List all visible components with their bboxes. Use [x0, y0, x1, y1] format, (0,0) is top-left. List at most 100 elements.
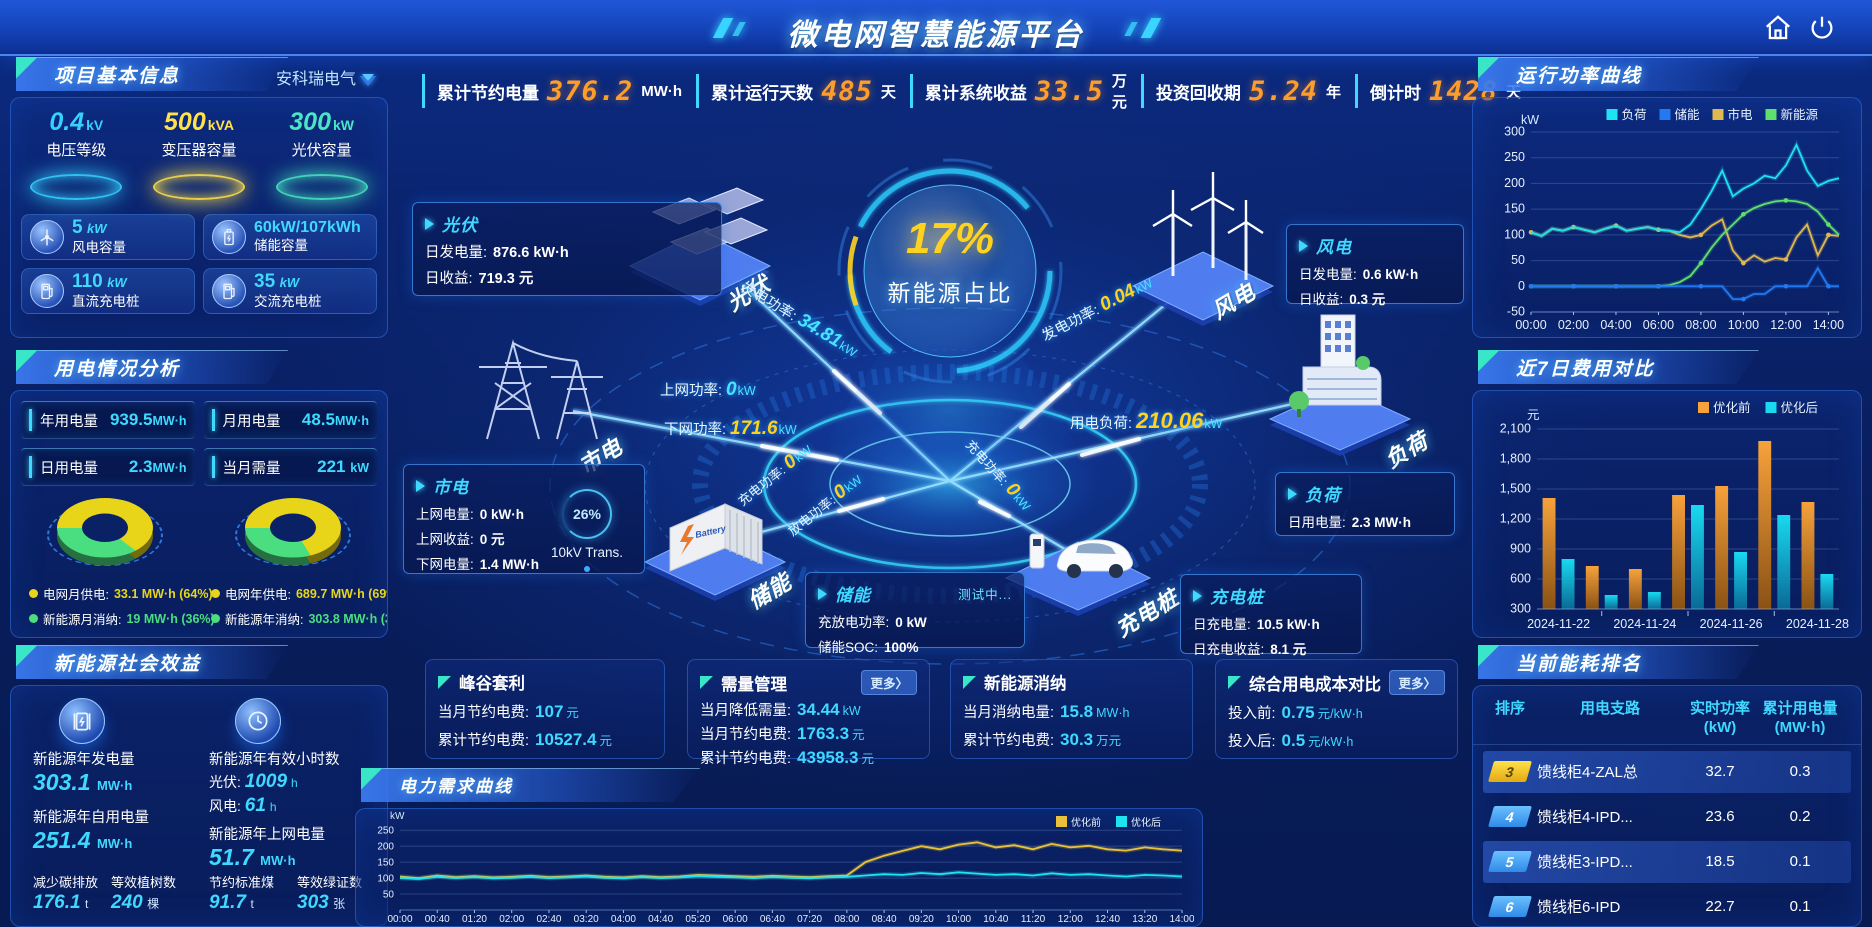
table-row[interactable]: 6 馈线柜6-IPD 22.7 0.1 [1483, 886, 1851, 927]
svg-text:150: 150 [1504, 202, 1525, 216]
table-row[interactable]: 5 馈线柜3-IPD... 18.5 0.1 [1483, 840, 1851, 883]
svg-text:2024-11-26: 2024-11-26 [1700, 617, 1763, 631]
cost-compare-title: 近7日费用对比 [1516, 359, 1655, 380]
svg-text:优化后: 优化后 [1131, 816, 1161, 829]
battery-container-icon: Battery [643, 503, 787, 601]
legend-item: 新能源月消纳: 19 MW·h (36%) [29, 609, 215, 628]
rank-badge: 4 [1487, 806, 1533, 827]
title-deco-left-icon [712, 18, 734, 38]
storage-status-text: 测试中... [958, 588, 1012, 602]
table-row[interactable]: 3 馈线柜4-ZAL总 32.7 0.3 [1483, 750, 1851, 793]
svg-text:kW: kW [390, 811, 405, 822]
kpi-bar: 累计节约电量 376.2 MW·h 累计运行天数 485 天 累计系统收益 33… [422, 68, 1521, 114]
table-row[interactable]: 4 馈线柜4-IPD... 23.6 0.2 [1483, 796, 1851, 838]
svg-text:10:00: 10:00 [946, 914, 971, 925]
svg-text:2024-11-28: 2024-11-28 [1786, 617, 1849, 631]
wind-info-box: 风电 日发电量: 0.6 kW·h 日收益: 0.3 元 [1286, 224, 1464, 307]
pedestal-glow-icon [152, 174, 245, 200]
company-select[interactable]: 安科瑞电气 [276, 65, 374, 89]
more-button[interactable]: 更多〉 [861, 670, 917, 695]
demand-curve-panel: 电力需求曲线 kW 250 200 150 100 50 00:00 00:40 01:20 02… [355, 768, 1203, 927]
svg-text:10:00: 10:00 [1728, 318, 1759, 332]
power-curve-title: 运行功率曲线 [1516, 66, 1643, 87]
svg-text:00:40: 00:40 [425, 914, 450, 925]
svg-text:2024-11-24: 2024-11-24 [1613, 617, 1676, 631]
legend-item: 电网年供电:689.7 MW·h (69%) [211, 584, 387, 603]
legend-item: 电网月供电: 33.1 MW·h (64%) [29, 584, 213, 603]
panel-header-strip [16, 57, 289, 91]
wind-node[interactable]: 风电 [1128, 156, 1278, 331]
svg-text:元: 元 [1527, 408, 1540, 422]
svg-text:200: 200 [1504, 176, 1525, 190]
svg-text:250: 250 [1504, 150, 1525, 164]
svg-text:kW: kW [1521, 113, 1539, 127]
svg-text:100: 100 [377, 874, 394, 885]
grid-node[interactable]: 市电 [465, 321, 627, 479]
day-usage-stat: 日用电量 2.3MW·h [21, 448, 195, 486]
arrow-right-icon [1288, 487, 1297, 500]
svg-text:12:00: 12:00 [1770, 318, 1801, 332]
svg-text:1,500: 1,500 [1500, 482, 1531, 496]
load-node[interactable]: 负荷 [1265, 301, 1433, 473]
svg-text:2,100: 2,100 [1500, 422, 1531, 436]
more-button[interactable]: 更多〉 [1389, 670, 1445, 695]
charger-node[interactable]: 充电桩 [1000, 496, 1183, 642]
arrow-right-icon [1299, 239, 1308, 252]
dc-charger-card: 110 kW 直流充电桩 [21, 268, 195, 314]
power-curve-panel: 运行功率曲线 kW 300 250 200 150 100 50 0 -50 00:00 02:00… [1472, 57, 1862, 338]
svg-text:05:20: 05:20 [685, 914, 710, 925]
cost-comparison-card: 综合用电成本对比 更多〉 投入前: 0.75 元/kW·h 投入后: 0.5 元/kW·… [1215, 659, 1458, 759]
grid-export-flow-label: 上网功率: 0kW [660, 379, 756, 400]
title-deco-right2-icon [1124, 22, 1138, 36]
kpi-payback-period: 投资回收期 5.24 年 [1140, 74, 1355, 108]
cost-compare-chart: 元 2,100 1,800 1,500 1,200 900 600 300 2024-11-22… [1485, 395, 1849, 633]
collapse-arrow-icon[interactable] [360, 76, 376, 86]
svg-text:50: 50 [1511, 253, 1525, 267]
capacity-cards: 5 kW 风电容量 60kW/107kWh 储能容量 110 kW 直流充电桩 35 … [11, 200, 387, 314]
storage-node[interactable]: Battery 储能 [640, 476, 796, 614]
benefit-panel: 新能源社会效益 新能源年发电量 303.1 MW·h 新能源年自用电量 251.… [10, 645, 388, 927]
ac-charger-icon [212, 274, 246, 308]
voltage-pedestal: 0.4 kV 电压等级 [18, 108, 134, 200]
carousel-dot-icon[interactable] [584, 566, 590, 572]
ac-charger-card: 35 kW 交流充电桩 [203, 268, 377, 314]
ev-charging-icon [1004, 533, 1152, 616]
pv-capacity-pedestal: 300 kW 光伏容量 [264, 108, 380, 200]
ranking-panel: 当前能耗排名 排序 用电支路 实时功率 (kW) 累计用电量 (MW·h) 3 馈线… [1472, 645, 1862, 927]
page-title: 微电网智慧能源平台 [787, 19, 1085, 52]
svg-text:市电: 市电 [1728, 107, 1754, 122]
header-bar: 微电网智慧能源平台 [0, 0, 1872, 56]
wind-turbine-icon [30, 220, 64, 254]
svg-text:11:20: 11:20 [1021, 914, 1046, 925]
card-corner-icon [700, 676, 713, 689]
svg-text:200: 200 [377, 842, 394, 853]
power-icon[interactable] [1806, 13, 1838, 43]
demand-curve-chart: kW 250 200 150 100 50 00:00 00:40 01:20 02:00 02:4… [364, 809, 1195, 925]
charger-info-box: 充电桩 日充电量: 10.5 kW·h 日充电收益: 8.1 元 [1180, 574, 1362, 657]
svg-text:02:00: 02:00 [1558, 318, 1589, 332]
svg-text:250: 250 [377, 826, 394, 837]
svg-text:150: 150 [377, 858, 394, 869]
kpi-run-days: 累计运行天数 485 天 [696, 74, 910, 108]
svg-text:01:20: 01:20 [462, 914, 487, 925]
cost-compare-panel: 近7日费用对比 元 2,100 1,800 1,500 1,200 900 600 300 20… [1472, 350, 1862, 638]
card-corner-icon [1228, 676, 1241, 689]
arrow-right-icon [1193, 589, 1202, 602]
svg-text:14:00: 14:00 [1813, 318, 1844, 332]
power-towers-icon [479, 339, 603, 440]
svg-text:300: 300 [1510, 602, 1531, 616]
svg-text:12:40: 12:40 [1095, 914, 1120, 925]
svg-text:12:00: 12:00 [1058, 914, 1083, 925]
company-select-value: 安科瑞电气 [275, 71, 356, 88]
card-corner-icon [963, 675, 976, 689]
svg-text:00:00: 00:00 [387, 914, 412, 925]
card-corner-icon [438, 675, 451, 689]
power-curve-chart: kW 300 250 200 150 100 50 0 -50 00:00 02:00 04:00 06… [1485, 102, 1849, 332]
month-demand-stat: 当月需量 221 kW [203, 448, 377, 486]
svg-text:00:00: 00:00 [1515, 318, 1546, 332]
home-icon[interactable] [1762, 13, 1794, 43]
ranking-table-body: 3 馈线柜4-ZAL总 32.7 0.3 4 馈线柜4-IPD... 23.6 … [1473, 745, 1861, 927]
wind-capacity-card: 5 kW 风电容量 [21, 214, 195, 260]
svg-text:600: 600 [1510, 572, 1531, 586]
